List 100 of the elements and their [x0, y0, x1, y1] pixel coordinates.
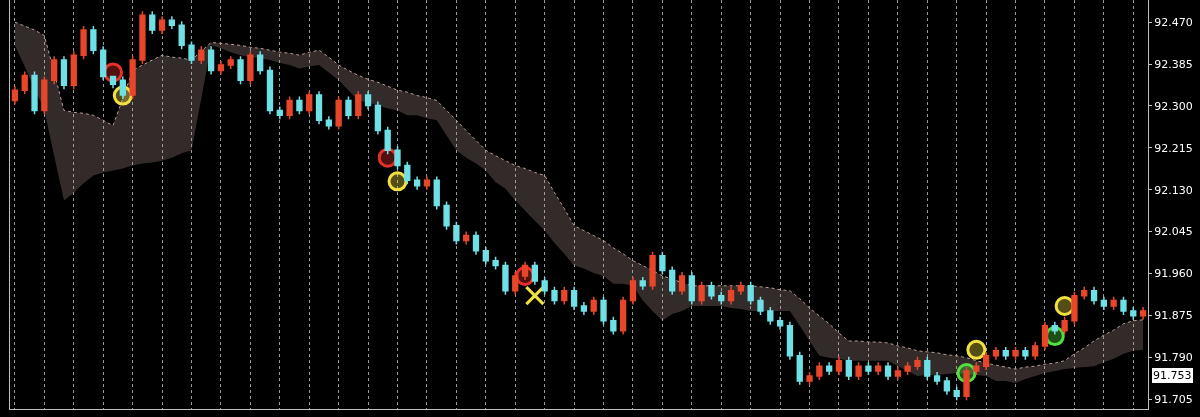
y-tick-label: 92.215	[1154, 141, 1193, 155]
candlestick	[100, 45, 107, 82]
candlestick	[394, 145, 401, 171]
candlestick	[698, 281, 705, 306]
candlestick	[502, 260, 509, 296]
candlestick	[776, 316, 784, 331]
candlestick	[551, 286, 558, 306]
candlestick	[158, 15, 166, 35]
y-tick-label: 91.790	[1154, 351, 1193, 365]
candlestick	[708, 281, 715, 301]
point	[966, 339, 987, 360]
candlestick	[727, 286, 735, 306]
candlestick	[963, 366, 970, 401]
candlestick	[168, 15, 176, 30]
candlestick	[865, 361, 872, 376]
candlestick	[315, 90, 323, 125]
candlestick	[531, 260, 539, 286]
candlestick	[796, 351, 803, 386]
candlestick	[31, 70, 38, 116]
point	[387, 171, 408, 192]
candlestick	[207, 45, 215, 76]
candlestick	[345, 95, 352, 120]
candlestick	[894, 366, 901, 381]
candlestick	[237, 55, 244, 86]
candlestick	[786, 321, 794, 361]
y-tick-label: 91.705	[1154, 392, 1193, 406]
candlestick	[1081, 286, 1088, 301]
y-tick-label: 92.470	[1154, 16, 1193, 30]
candlestick	[982, 351, 990, 371]
y-tick-label: 92.130	[1154, 183, 1193, 197]
candlestick	[688, 271, 695, 306]
candlestick	[443, 200, 450, 231]
candlestick	[404, 160, 411, 186]
candlestick	[149, 10, 156, 35]
candlestick	[374, 100, 382, 136]
candlestick	[1100, 295, 1108, 311]
candlestick	[286, 95, 293, 120]
candlestick	[541, 276, 548, 296]
y-tick-label: 91.875	[1154, 309, 1193, 323]
candlestick	[109, 75, 117, 89]
candlestick	[649, 251, 656, 291]
text: 91.753	[1153, 369, 1192, 382]
candlestick	[953, 386, 960, 401]
candlestick	[590, 295, 597, 316]
candlestick	[1051, 321, 1058, 336]
candlestick	[90, 25, 97, 55]
candlestick	[561, 286, 568, 306]
candlestick	[718, 290, 725, 306]
candlestick	[639, 276, 646, 291]
candlestick	[943, 376, 951, 396]
candlestick	[355, 90, 362, 120]
candlestick	[80, 25, 87, 60]
candlestick	[1139, 306, 1147, 321]
candlestick	[70, 50, 77, 90]
candlestick	[384, 125, 391, 155]
candlestick	[826, 361, 833, 376]
candlestick	[845, 356, 852, 381]
candlestick	[767, 306, 774, 326]
candlestick	[924, 356, 931, 381]
y-tick-label: 92.045	[1154, 225, 1193, 239]
candlestick	[41, 75, 48, 116]
candlestick	[276, 105, 283, 120]
candlestick	[806, 371, 813, 386]
candlestick	[669, 265, 676, 296]
candlestick	[482, 246, 489, 266]
candlestick	[433, 175, 440, 211]
candlestick	[992, 346, 1000, 361]
candlestick	[188, 40, 195, 65]
candlestick	[914, 356, 921, 371]
candlestick	[629, 276, 637, 306]
candlestick	[306, 90, 313, 116]
candlestick	[933, 371, 941, 386]
candlestick	[1012, 346, 1019, 361]
candlestick	[904, 361, 911, 376]
candlestick	[884, 361, 892, 381]
candlestick	[423, 175, 431, 191]
candlestick	[757, 295, 764, 316]
y-tick-label: 92.385	[1154, 57, 1193, 71]
candlestick	[178, 20, 185, 51]
candlestick	[1032, 341, 1039, 361]
y-tick-label: 92.300	[1154, 99, 1193, 113]
candlestick	[610, 316, 617, 336]
candlestick	[1041, 321, 1049, 351]
candlestick	[659, 251, 666, 276]
candlestick	[737, 281, 745, 296]
candlestick	[1120, 295, 1127, 316]
candlestick	[1110, 295, 1117, 311]
candlestick	[413, 175, 421, 191]
candlestick	[855, 361, 862, 381]
candlestick	[1002, 346, 1009, 361]
candlestick	[816, 361, 823, 381]
candlestick	[50, 55, 58, 86]
candlestick	[11, 85, 19, 106]
candlestick	[678, 271, 686, 296]
candlestick	[129, 55, 136, 100]
candlestick	[21, 70, 28, 95]
candlestick	[266, 65, 274, 116]
candlestick	[1061, 316, 1068, 336]
candlestick	[472, 230, 480, 256]
candlestick	[835, 356, 843, 376]
